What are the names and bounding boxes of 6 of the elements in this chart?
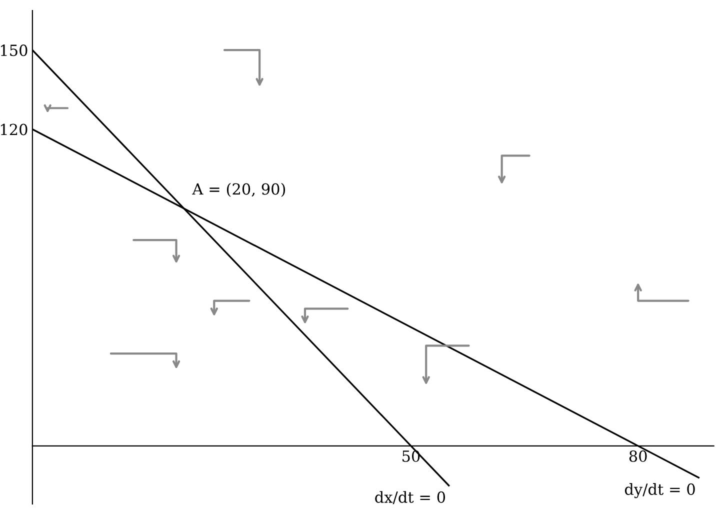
y-tick-label: 150 — [0, 44, 28, 56]
annotation: A = (20, 90) — [192, 182, 286, 197]
x-tick-label: 80 — [629, 450, 647, 462]
series-label: dy/dt = 0 — [624, 483, 695, 498]
series-label: dx/dt = 0 — [375, 491, 446, 504]
y-tick-label: 120 — [0, 124, 28, 136]
